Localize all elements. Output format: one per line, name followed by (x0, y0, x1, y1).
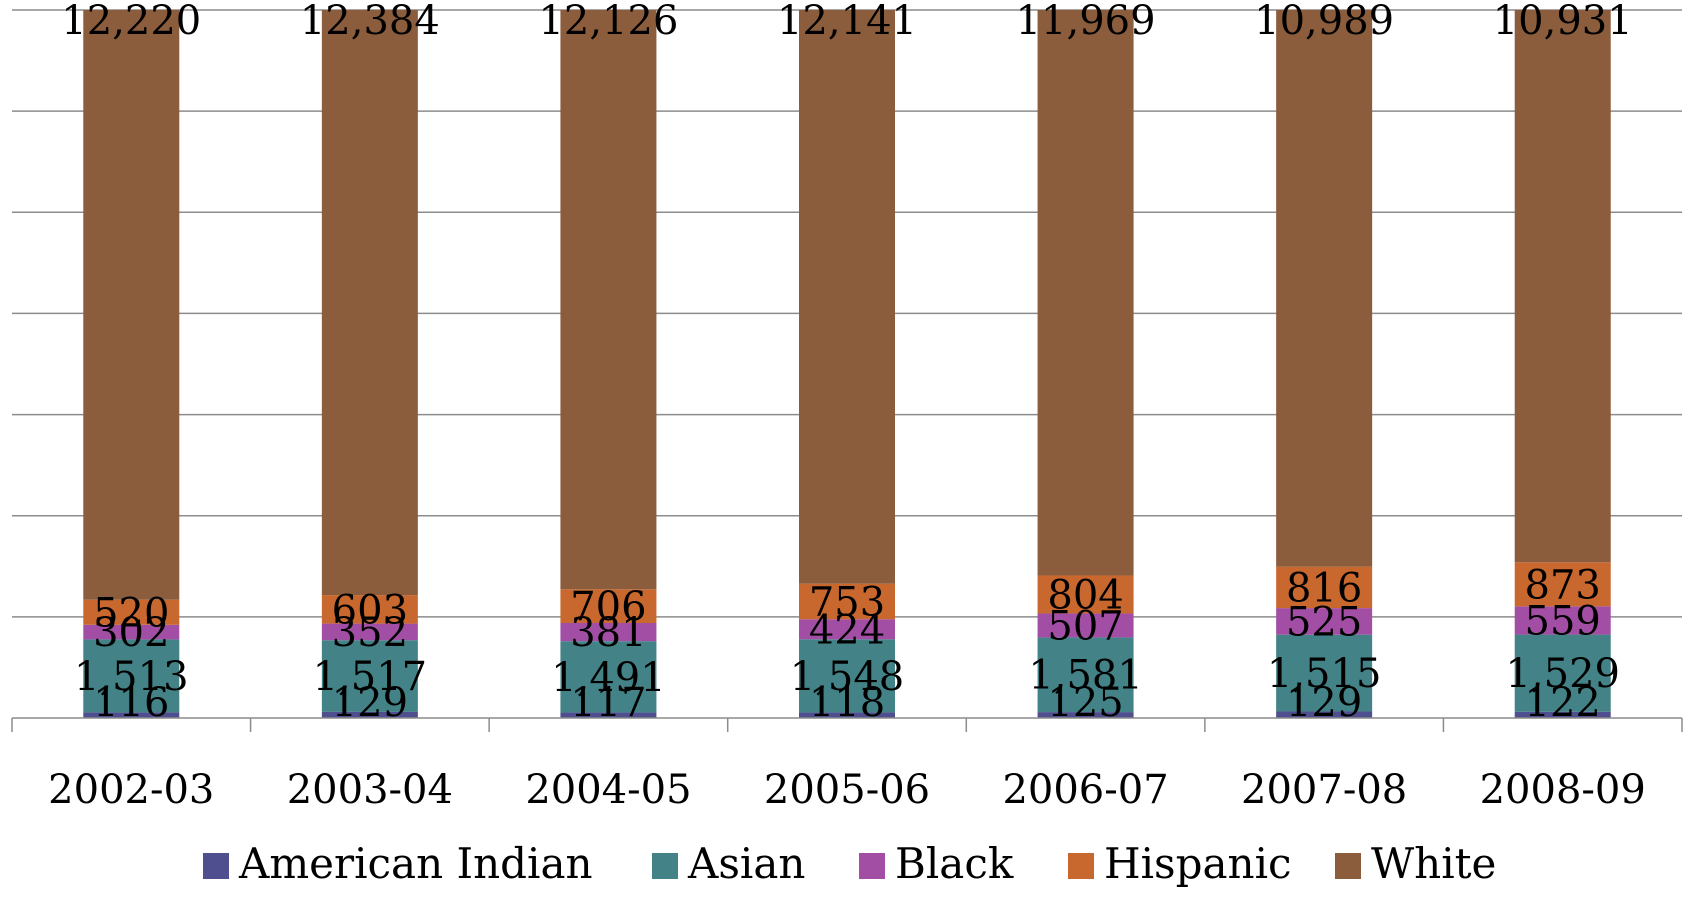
bar-segment (1276, 566, 1373, 609)
bar-segment (1276, 634, 1373, 712)
x-tick-label: 2005-06 (764, 767, 930, 813)
bar-segment (1276, 608, 1373, 635)
bar-segment (1276, 711, 1373, 718)
data-label: 520 (93, 590, 169, 636)
data-label: 381 (570, 610, 646, 656)
legend-swatch (1335, 853, 1361, 879)
legend-swatch (652, 853, 678, 879)
bar-segment (321, 711, 418, 718)
data-label: 753 (809, 579, 885, 625)
data-label: 1,548 (790, 654, 905, 700)
data-label: 507 (1047, 603, 1123, 649)
legend-swatch (1068, 853, 1094, 879)
data-label: 525 (1286, 599, 1362, 645)
data-label: 12,220 (61, 0, 201, 44)
bar-segment (321, 10, 418, 596)
legend-label: Hispanic (1104, 839, 1292, 888)
bar-segment (1514, 606, 1611, 635)
data-label: 1,513 (74, 654, 189, 700)
x-tick-label: 2008-09 (1480, 767, 1646, 813)
data-label: 873 (1525, 562, 1601, 608)
bar-segment (321, 640, 418, 712)
bar-segment (799, 10, 895, 584)
data-label: 603 (332, 587, 408, 633)
data-label: 11,969 (1016, 0, 1156, 44)
data-label: 804 (1047, 572, 1123, 618)
data-label: 706 (570, 584, 646, 630)
bar-segment (83, 599, 180, 625)
x-tick-label: 2002-03 (48, 767, 214, 813)
bar-segment (1276, 10, 1373, 567)
bar-segment (799, 712, 895, 718)
data-label: 352 (332, 610, 408, 656)
legend-label: White (1371, 839, 1496, 888)
bar-segment (1037, 10, 1134, 576)
legend-label: Asian (687, 839, 805, 888)
bar-segment (1037, 637, 1134, 713)
bar-segment (560, 641, 657, 713)
data-label: 424 (809, 607, 885, 653)
x-axis: 2002-03 2003-04 2004-05 2005-06 2006-07 2007-… (11, 717, 1683, 813)
bar-segment (83, 10, 180, 600)
data-label: 816 (1286, 565, 1362, 611)
data-label: 10,989 (1254, 0, 1394, 44)
bar-segment (560, 589, 657, 623)
data-label: 12,384 (300, 0, 440, 44)
data-label: 1,529 (1505, 651, 1620, 697)
x-tick-label: 2006-07 (1002, 767, 1168, 813)
bar-segment (1037, 712, 1134, 718)
x-tick-label: 2004-05 (525, 767, 691, 813)
bar-segment (560, 712, 657, 718)
legend-swatch (203, 853, 229, 879)
legend-label: Black (895, 839, 1014, 888)
bar-segment (321, 623, 418, 641)
bar-segment (799, 639, 895, 713)
data-label: 1,515 (1267, 651, 1382, 697)
bar-segment (1514, 562, 1611, 607)
data-label: 1,491 (551, 655, 666, 701)
bar-segment (83, 624, 180, 640)
data-label: 1,581 (1028, 653, 1143, 699)
bar-segment (83, 712, 180, 718)
bar-segment (1037, 613, 1134, 638)
legend-label: American Indian (238, 839, 593, 888)
bar-segment (1514, 711, 1611, 718)
data-label: 10,931 (1493, 0, 1633, 44)
bar-segment (83, 639, 180, 713)
bar-segment (1037, 575, 1134, 614)
x-tick-label: 2003-04 (287, 767, 453, 813)
data-label: 559 (1525, 598, 1601, 644)
bar-segment (560, 622, 657, 642)
bar-segment (1514, 634, 1611, 712)
data-label: 12,141 (777, 0, 917, 44)
data-label: 1,517 (313, 654, 428, 700)
data-label: 12,126 (538, 0, 678, 44)
legend-swatch (859, 853, 885, 879)
bar-segment (321, 595, 418, 624)
data-label: 302 (93, 610, 169, 656)
x-tick-label: 2007-08 (1241, 767, 1407, 813)
bar-segment (560, 10, 657, 590)
bar-segment (799, 583, 895, 620)
bar-segment (1514, 10, 1611, 563)
bar-segment (799, 619, 895, 640)
legend: American Indian Asian Black Hispanic White (203, 839, 1496, 888)
